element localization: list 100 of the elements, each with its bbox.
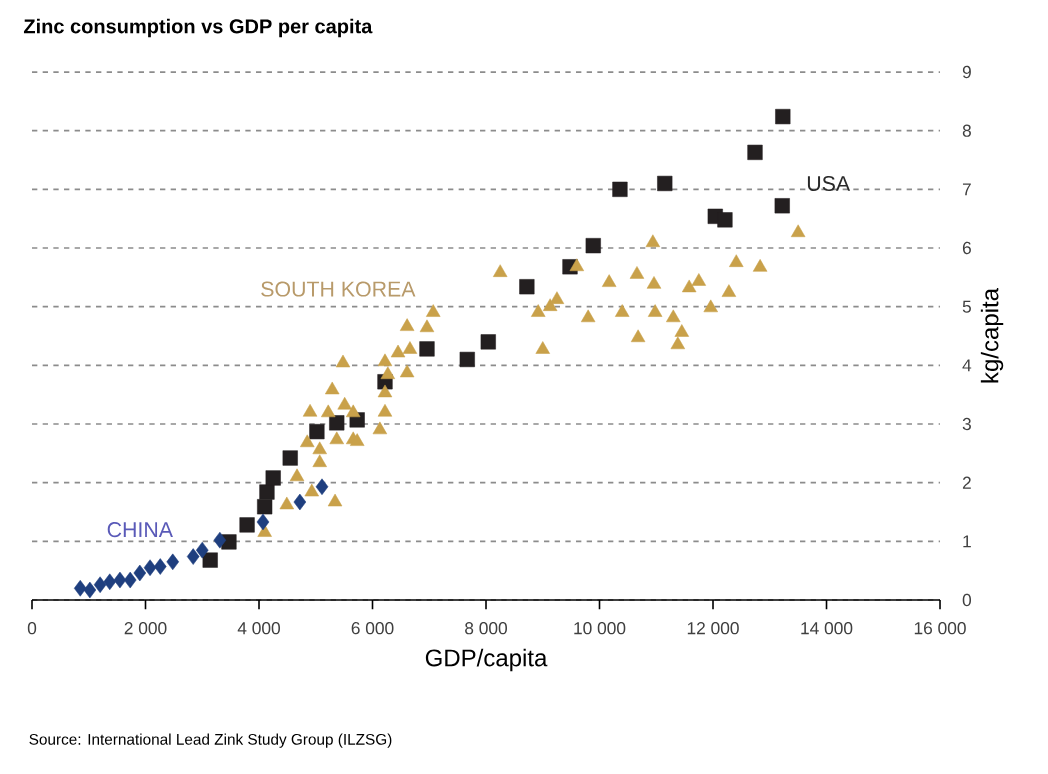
point [419,341,435,357]
point [312,441,327,455]
y-tick-label: 5 [962,300,971,313]
point [166,553,180,571]
point [480,334,496,350]
point [153,558,167,575]
point [337,396,352,410]
point [143,559,157,576]
point [721,284,737,297]
x-tick-label: 6 000 [351,622,394,635]
point [377,404,393,417]
point [674,324,689,337]
point [703,299,718,313]
point [321,404,336,418]
y-tick-label: 8 [962,124,971,137]
point [615,304,630,317]
point [186,548,200,565]
point [531,304,546,317]
point [419,319,435,333]
x-tick-label: 14 000 [801,622,853,635]
point [542,298,558,311]
point [113,571,127,589]
point [493,264,508,277]
point [73,580,87,597]
point [265,470,281,486]
point [279,496,295,510]
point [309,424,325,440]
point [459,351,475,368]
point [752,259,768,272]
point [293,493,307,511]
point [670,336,686,350]
point [645,234,661,247]
x-tick-label: 4 000 [237,622,280,635]
point [282,450,298,466]
point [300,434,315,448]
point [329,415,345,431]
point [327,493,343,507]
point [790,224,806,238]
point [426,304,441,317]
point [325,381,340,395]
point [580,309,596,323]
point [681,279,697,293]
point [646,276,662,289]
point [93,576,107,594]
point [335,354,351,368]
point [399,364,415,378]
x-tick-label: 0 [27,622,37,635]
point [256,513,270,531]
point [377,384,393,398]
x-tick-label: 10 000 [574,622,626,635]
point [257,524,272,537]
point [213,531,227,549]
point [569,258,585,272]
point [399,318,415,331]
x-axis-title: GDP/capita [425,648,548,672]
point [304,483,319,497]
point [535,341,550,354]
point [103,573,117,591]
point [329,431,344,445]
point [346,404,361,418]
point [315,478,329,496]
x-tick-label: 12 000 [687,622,739,635]
point [630,329,646,343]
point [647,304,663,317]
x-tick-label: 16 000 [914,622,966,635]
chart-title: Zinc consumption vs GDP per capita [23,18,373,38]
point [691,273,707,286]
point [349,433,365,446]
y-tick-label: 2 [962,476,971,489]
y-tick-label: 7 [962,183,971,196]
series-label: SOUTH KOREA [261,281,416,297]
point [549,291,565,304]
point [372,421,388,435]
point [239,517,255,533]
series-label: CHINA [107,522,173,538]
x-tick-label: 8 000 [465,622,507,635]
point [289,468,305,482]
point [123,571,137,589]
y-axis-title: kg/capita [980,287,1004,383]
point [380,366,396,379]
point [202,552,218,568]
y-tick-label: 4 [962,359,972,372]
point [729,254,744,267]
point [666,309,681,323]
point [302,404,318,417]
y-tick-label: 9 [962,65,971,79]
point [312,454,327,467]
point [629,266,645,279]
x-tick-label: 2 000 [124,622,167,635]
point [390,344,406,358]
point [257,499,273,515]
point [402,341,418,354]
point [195,541,209,559]
source-note: Source: International Lead Zink Study Group (ILZSG) [29,733,392,748]
y-tick-label: 6 [962,241,971,255]
point [83,581,97,599]
y-tick-label: 1 [963,535,971,548]
point [377,353,393,367]
y-tick-label: 0 [962,593,972,607]
series-label: USA [807,175,851,192]
